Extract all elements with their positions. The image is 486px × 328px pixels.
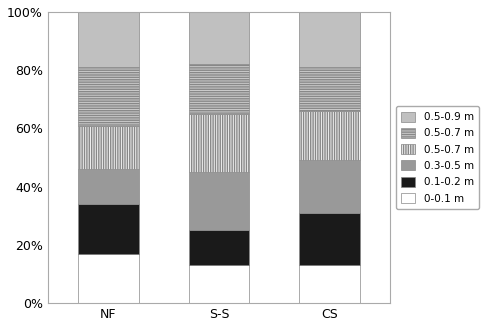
Bar <box>189 12 249 64</box>
Bar <box>78 126 139 169</box>
Bar <box>299 160 360 213</box>
Legend: 0.5-0.9 m, 0.5-0.7 m, 0.5-0.7 m, 0.3-0.5 m, 0.1-0.2 m, 0-0.1 m: 0.5-0.9 m, 0.5-0.7 m, 0.5-0.7 m, 0.3-0.5… <box>396 106 479 209</box>
Bar <box>299 111 360 160</box>
Bar <box>299 213 360 265</box>
Bar <box>189 64 249 114</box>
Bar <box>189 114 249 172</box>
Bar <box>78 12 139 67</box>
Bar <box>299 12 360 67</box>
Bar <box>299 265 360 303</box>
Bar <box>189 230 249 265</box>
Bar <box>299 67 360 111</box>
Bar <box>78 204 139 254</box>
Bar <box>78 67 139 126</box>
Bar <box>189 265 249 303</box>
Bar <box>78 254 139 303</box>
Bar <box>78 169 139 204</box>
Bar <box>189 172 249 230</box>
